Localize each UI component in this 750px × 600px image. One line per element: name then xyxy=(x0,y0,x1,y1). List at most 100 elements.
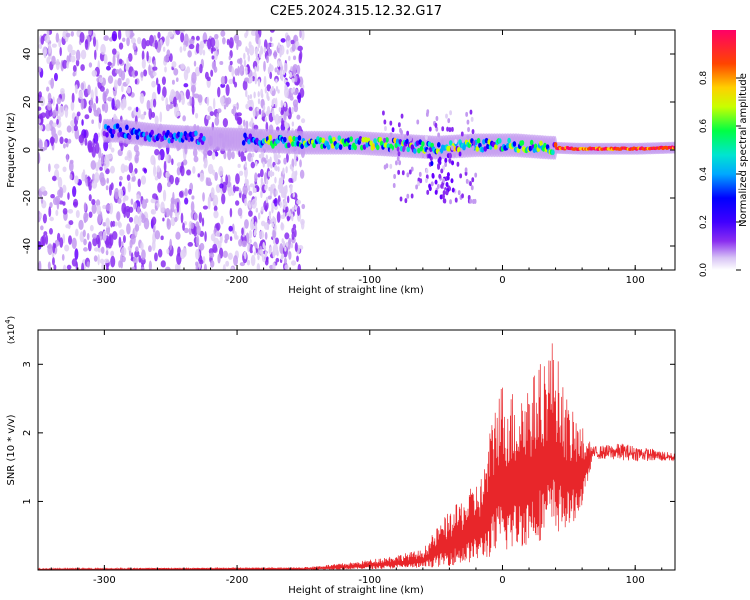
spectrogram-band-cell xyxy=(349,136,353,142)
spectrogram-noise-cell xyxy=(257,173,261,178)
spectrogram-band-cell xyxy=(373,138,377,144)
spectrogram-band-cell xyxy=(353,144,357,151)
spectrogram-tail-cell xyxy=(440,168,444,174)
spectrogram-noise-cell xyxy=(117,30,122,40)
spectrogram-noise-cell xyxy=(179,30,186,33)
spectrogram-noise-cell xyxy=(127,106,132,111)
spectrogram-noise-cell xyxy=(154,230,161,240)
spectrogram-band-cell xyxy=(293,141,298,147)
spectrogram-noise-cell xyxy=(189,38,195,45)
spectrogram-noise-cell xyxy=(255,207,259,213)
spectrogram-noise-cell xyxy=(238,187,242,194)
spectrogram-scatter-cell xyxy=(406,130,410,136)
spectrogram-noise-cell xyxy=(46,56,51,64)
spectrogram-scatter-cell xyxy=(474,172,478,178)
spectrogram-band-cell xyxy=(318,137,323,143)
spectrogram-scatter-cell xyxy=(461,193,464,199)
spectrogram-noise-cell xyxy=(213,205,218,212)
spectrogram-noise-cell xyxy=(202,49,206,56)
spectrogram-noise-cell xyxy=(171,61,177,68)
spectrogram-tail-cell xyxy=(451,160,455,166)
spectrogram-noise-cell xyxy=(126,174,131,181)
spectrogram-noise-cell xyxy=(125,208,131,219)
spectrogram-noise-cell xyxy=(216,112,219,119)
spectrogram-scatter-cell xyxy=(383,164,387,170)
spectrogram-noise-cell xyxy=(255,160,258,167)
spectrogram-noise-cell xyxy=(285,184,288,191)
spectrogram-noise-cell xyxy=(294,75,298,83)
spectrogram-noise-cell xyxy=(166,217,170,227)
spectrogram-noise-cell xyxy=(72,198,79,208)
spectrogram-noise-cell xyxy=(275,85,279,92)
spectrogram-noise-cell xyxy=(165,35,170,47)
spectrogram-noise-cell xyxy=(257,98,261,105)
spectrogram-noise-cell xyxy=(259,230,265,240)
spectrogram-scatter-cell xyxy=(397,151,401,157)
spectrogram-noise-cell xyxy=(55,209,59,216)
spectrogram-noise-cell xyxy=(285,241,289,248)
spectrogram-noise-cell xyxy=(284,246,287,252)
spectrogram-noise-cell xyxy=(283,257,287,265)
spectrogram-noise-cell xyxy=(101,104,105,112)
spectrogram-noise-cell xyxy=(251,152,255,158)
spectrogram-noise-cell xyxy=(47,101,52,111)
spectrogram-band-cell xyxy=(337,135,342,141)
spectrogram-noise-cell xyxy=(228,78,234,85)
spectrogram-noise-cell xyxy=(259,50,262,59)
spectrogram-noise-cell xyxy=(296,114,301,120)
spectrogram-noise-cell xyxy=(278,107,282,113)
spectrogram-band-cell xyxy=(456,146,461,153)
spectrogram-band-cell xyxy=(505,142,510,149)
spectrogram-noise-cell xyxy=(204,231,207,242)
spectrogram-scatter-cell xyxy=(465,111,469,117)
spectrogram-noise-cell xyxy=(222,264,226,270)
spectrogram-noise-cell xyxy=(265,154,269,161)
spectrogram-noise-cell xyxy=(112,54,116,67)
spectrogram-noise-cell xyxy=(297,45,303,52)
spectrogram-scatter-cell xyxy=(415,184,418,190)
spectrogram-noise-cell xyxy=(238,238,243,247)
y-tick-label: 3 xyxy=(22,361,33,367)
spectrogram-noise-cell xyxy=(277,42,281,49)
spectrogram-noise-cell xyxy=(109,165,115,174)
x-tick-label: 100 xyxy=(626,575,645,586)
spectrogram-noise-cell xyxy=(43,231,48,236)
spectrogram-noise-cell xyxy=(104,154,110,166)
spectrogram-noise-cell xyxy=(256,64,260,72)
spectrogram-noise-cell xyxy=(127,181,131,193)
spectrogram-noise-cell xyxy=(228,37,234,49)
spectrogram-band-cell xyxy=(109,128,113,134)
spectrogram-tail-cell xyxy=(437,163,441,169)
spectrogram-noise-cell xyxy=(117,77,122,87)
spectrogram-noise-cell xyxy=(269,30,275,33)
spectrogram-noise-cell xyxy=(126,36,130,47)
spectrogram-noise-cell xyxy=(117,220,122,227)
spectrogram-noise-cell xyxy=(105,217,110,228)
spectrogram-noise-cell xyxy=(107,61,112,66)
spectrogram-scatter-cell xyxy=(418,171,422,177)
spectrogram-noise-cell xyxy=(288,250,292,260)
spectrogram-noise-cell xyxy=(234,186,240,192)
spectrogram-noise-cell xyxy=(110,147,115,153)
spectrogram-noise-cell xyxy=(184,33,189,46)
spectrogram-noise-cell xyxy=(274,113,280,126)
spectrogram-noise-cell xyxy=(174,216,178,223)
spectrogram-noise-cell xyxy=(150,155,156,166)
spectrogram-noise-cell xyxy=(254,76,257,85)
spectrogram-noise-cell xyxy=(148,64,151,76)
spectrogram-noise-cell xyxy=(145,198,149,204)
spectrogram-scatter-cell xyxy=(424,135,428,141)
spectrogram-noise-cell xyxy=(169,174,174,185)
spectrogram-noise-cell xyxy=(219,183,224,189)
spectrogram-noise-cell xyxy=(269,36,273,42)
spectrogram-noise-cell xyxy=(210,260,215,268)
spectrogram-scatter-cell xyxy=(470,185,474,191)
spectrogram-scatter-cell xyxy=(410,166,414,172)
y-tick-label: 0 xyxy=(22,147,33,153)
spectrogram-noise-cell xyxy=(195,42,200,54)
spectrogram-band-cell xyxy=(194,130,198,137)
spectrogram-noise-cell xyxy=(88,30,92,36)
spectrogram-scatter-cell xyxy=(437,132,441,138)
spectrogram-noise-cell xyxy=(271,42,274,47)
